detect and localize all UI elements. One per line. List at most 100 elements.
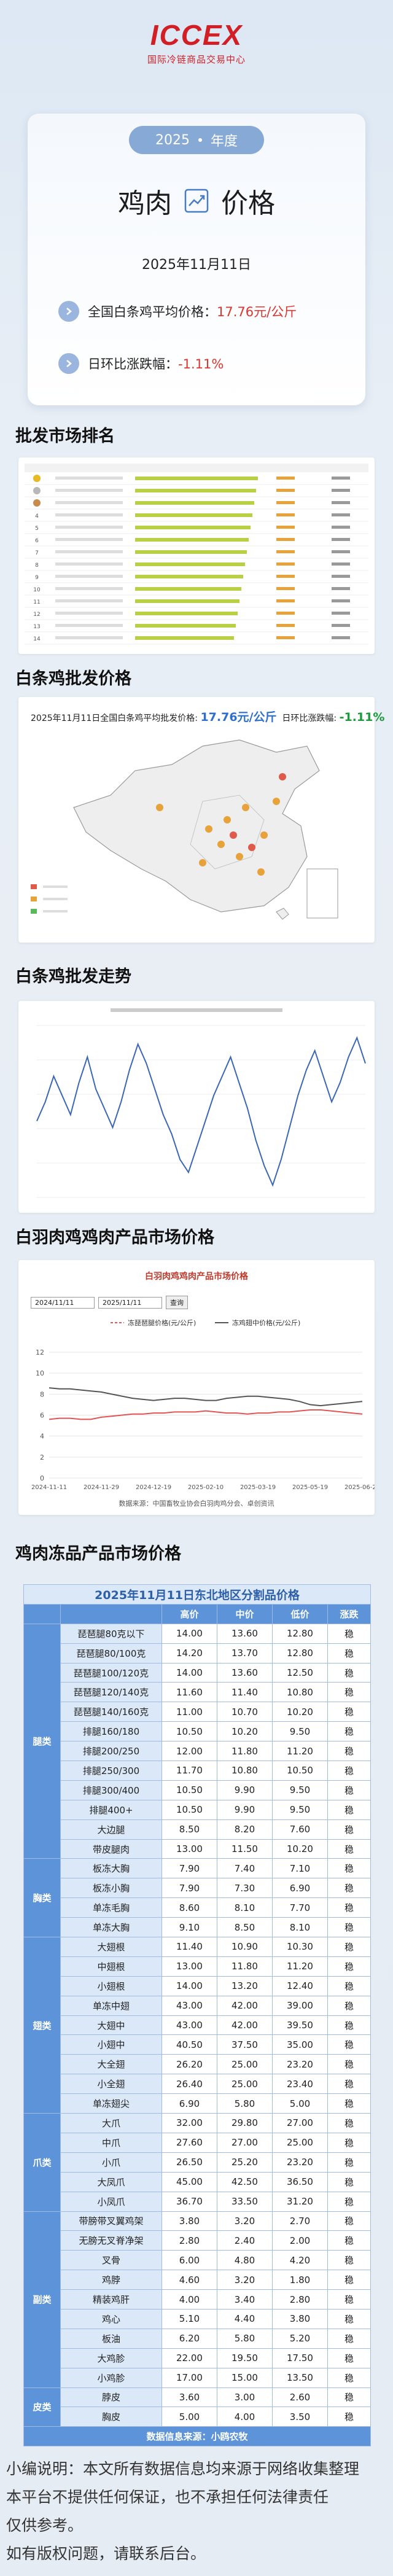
value-cell: 5.80 (217, 2093, 273, 2114)
table-row: 小鸡胗 17.00 15.00 13.50 稳 (24, 2367, 372, 2388)
value-cell: 3.50 (272, 2407, 328, 2427)
value-cell: 12.50 (272, 1662, 328, 1683)
price-today (276, 575, 295, 578)
end-date[interactable]: 2025/11/11 (98, 1296, 162, 1309)
series-line (49, 1387, 363, 1407)
value-cell: 25.00 (272, 2132, 328, 2153)
rank: 13 (33, 624, 40, 630)
rank: 6 (35, 538, 39, 544)
product-cell: 大翅根 (60, 1937, 162, 1957)
value-cell: 稳 (327, 1702, 372, 1722)
category-cell: 皮类 (23, 2387, 61, 2427)
product-cell: 小翅根 (60, 1975, 162, 1996)
header-row (25, 464, 368, 472)
map-legend (31, 884, 68, 914)
value-cell: 43.00 (161, 1995, 217, 2016)
value-cell: 9.90 (217, 1799, 273, 1820)
table-row: 鸡心 5.10 4.40 3.80 稳 (24, 2308, 372, 2329)
price-bar (135, 513, 252, 517)
value-cell: 40.50 (161, 2034, 217, 2055)
price-today (276, 599, 295, 602)
market-name (55, 550, 123, 553)
product-cell: 大全翅 (60, 2054, 162, 2075)
value-cell: 10.50 (161, 1721, 217, 1742)
price-bar (135, 501, 254, 505)
value-cell: 稳 (327, 1819, 372, 1840)
price-bar (135, 624, 236, 628)
dot (198, 138, 202, 142)
value-cell: 22.00 (161, 2348, 217, 2368)
value-cell: 稳 (327, 2171, 372, 2192)
rank: 5 (35, 526, 39, 532)
value-cell: 23.20 (272, 2054, 328, 2075)
price-yesterday (332, 489, 350, 492)
value-cell: 稳 (327, 1995, 372, 2016)
avg-label: 全国白条鸡平均价格： (88, 305, 217, 319)
value-cell: 10.50 (272, 1761, 328, 1781)
map-caption: 2025年11月11日全国白条鸡平均批发价格: 17.76元/公斤 日环比涨跌幅… (31, 708, 384, 725)
value-cell: 7.90 (161, 1878, 217, 1899)
year: 2025 (155, 132, 190, 148)
value-cell: 6.00 (161, 2250, 217, 2271)
table-row: 板油 6.20 5.80 5.20 稳 (24, 2328, 372, 2349)
query-button[interactable]: 查询 (166, 1296, 188, 1309)
broiler-source: 数据来源：中国畜牧业协会白羽肉鸡分会、卓创资讯 (119, 1500, 274, 1508)
value-cell: 13.00 (161, 1839, 217, 1859)
value-cell: 17.50 (272, 2348, 328, 2368)
value-cell: 5.00 (272, 2093, 328, 2114)
value-cell: 36.50 (272, 2171, 328, 2192)
value-cell: 3.20 (217, 2270, 273, 2290)
value-cell: 35.00 (272, 2034, 328, 2055)
value-cell: 稳 (327, 1682, 372, 1703)
product-cell: 胸皮 (60, 2407, 162, 2427)
value-cell: 23.20 (272, 2152, 328, 2173)
value-cell: 11.40 (161, 1937, 217, 1957)
value-cell: 42.00 (217, 1995, 273, 2016)
arrow-icon (58, 301, 79, 322)
avg-line: 全国白条鸡平均价格：17.76元/公斤 (58, 301, 297, 322)
price-yesterday (332, 624, 350, 627)
product-cell: 鸡脖 (60, 2270, 162, 2290)
value-cell: 5.20 (272, 2328, 328, 2349)
value-cell: 13.50 (272, 2367, 328, 2388)
table-row: 排腿400+ 10.50 9.90 9.50 稳 (24, 1799, 372, 1820)
value-cell: 稳 (327, 1858, 372, 1879)
product-cell: 琵琶腿80克以下 (60, 1623, 162, 1644)
value-cell: 稳 (327, 2211, 372, 2232)
value-cell: 7.30 (217, 1878, 273, 1899)
table-row: 排腿300/400 10.50 9.90 9.50 稳 (24, 1780, 372, 1800)
table-row: 胸类 板冻大胸 7.90 7.40 7.10 稳 (23, 1858, 372, 1938)
summary-card: 2025 年度 鸡肉 价格 2025年11月11日 全国白条鸡平均价格：17.76… (28, 114, 365, 405)
rank: 14 (33, 636, 41, 642)
product-cell: 大爪 (60, 2113, 162, 2133)
price-bar (135, 562, 245, 566)
value-cell: 稳 (327, 2074, 372, 2095)
x-tick-label: 2025-05-19 (292, 1484, 328, 1491)
rank: 9 (35, 575, 39, 581)
value-cell: 稳 (327, 1662, 372, 1683)
value-cell: 19.50 (217, 2348, 273, 2368)
product-cell: 板冻小胸 (60, 1878, 162, 1899)
table-row: 小翅中 40.50 37.50 35.00 稳 (24, 2034, 372, 2055)
table-row: 单冻翅尖 6.90 5.80 5.00 稳 (24, 2093, 372, 2114)
broiler-chart: 冻琵琶腿价格(元/公斤) 冻鸡翅中价格(元/公斤) 0 2 4 6 8 10 12 2024-11… (31, 1318, 375, 1491)
value-cell: 27.00 (217, 2132, 273, 2153)
medal (33, 487, 41, 494)
table-row: 带皮腿肉 13.00 11.50 10.20 稳 (24, 1839, 372, 1859)
broiler-panel: 白羽肉鸡鸡肉产品市场价格 2024/11/11 2025/11/11 查询 冻琵… (18, 1260, 375, 1515)
map-caption-text: 2025年11月11日全国白条鸡平均批发价格: (31, 714, 198, 723)
product-cell: 单冻毛胸 (60, 1897, 162, 1918)
product-cell: 琵琶腿120/140克 (60, 1682, 162, 1703)
price-today (276, 562, 295, 566)
table-row: 单冻大胸 9.10 8.50 8.10 稳 (24, 1917, 372, 1938)
product-cell: 精装鸡肝 (60, 2289, 162, 2309)
table-row: 副类 带膀带叉翼鸡架 3.80 3.20 2.70 稳 (23, 2211, 372, 2388)
product-cell: 排腿200/250 (60, 1741, 162, 1762)
y-tick-label: 6 (40, 1412, 44, 1420)
price-bar (135, 550, 247, 554)
start-date[interactable]: 2024/11/11 (31, 1296, 95, 1309)
value-cell: 43.00 (161, 2015, 217, 2036)
arrow-icon (58, 353, 79, 374)
product-cell: 脖皮 (60, 2387, 162, 2408)
value-cell: 39.50 (272, 2015, 328, 2036)
